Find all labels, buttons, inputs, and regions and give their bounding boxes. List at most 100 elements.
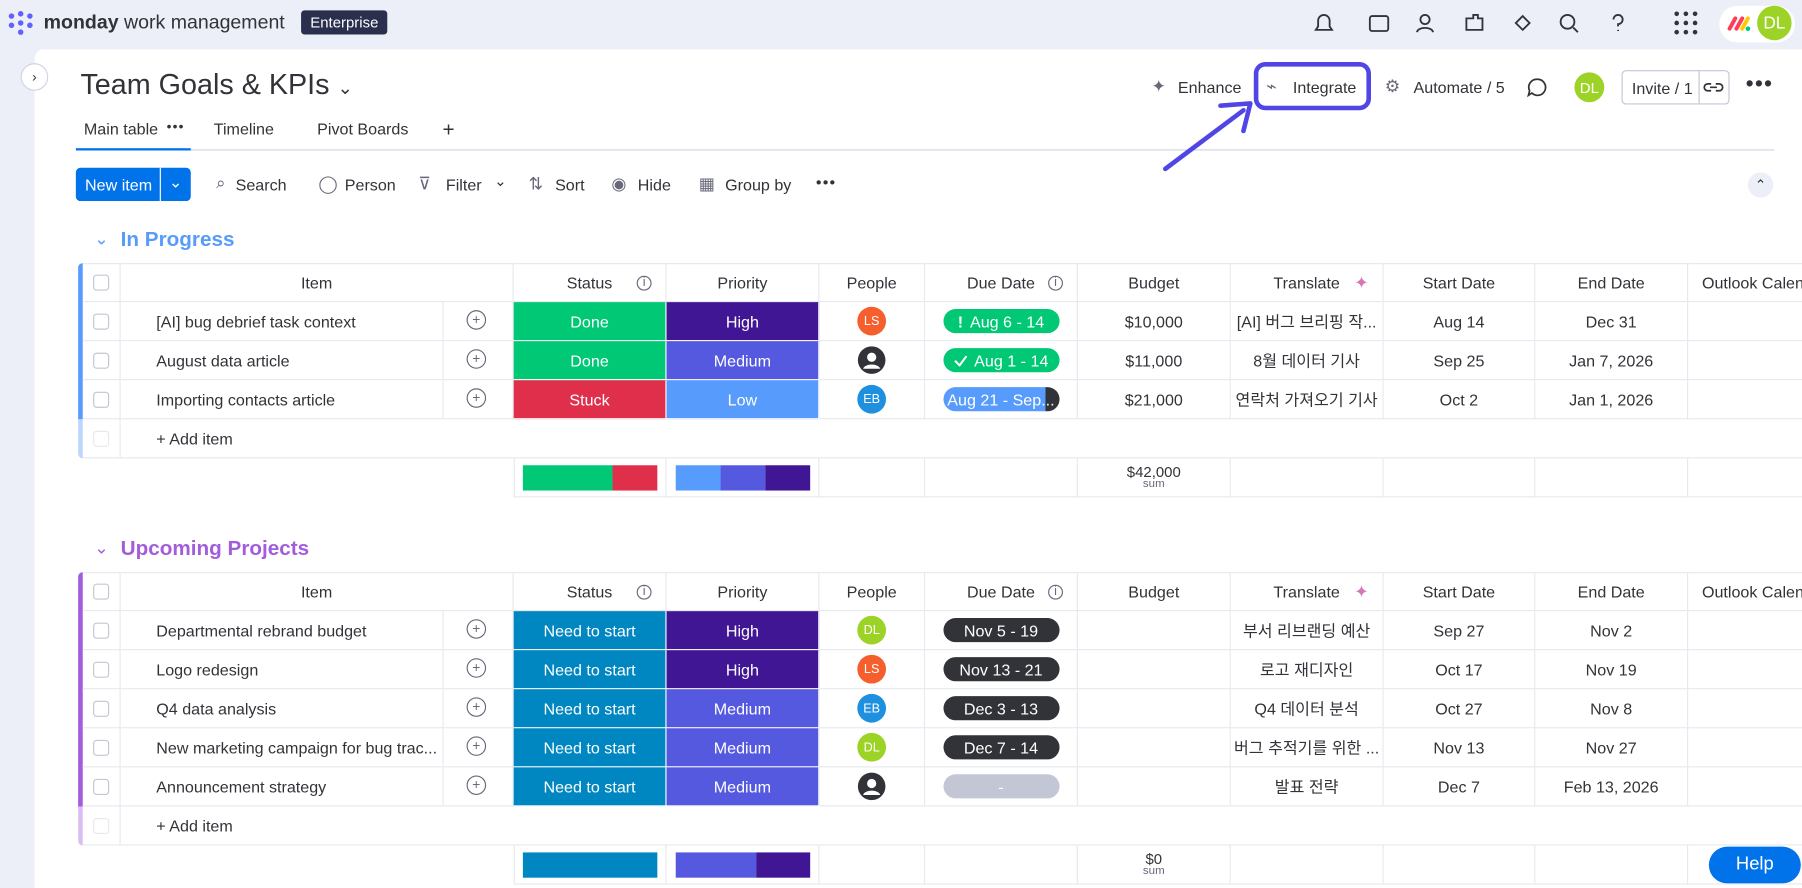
updates-icon[interactable]: + <box>466 619 487 639</box>
due-pill[interactable]: Dec 3 - 13 <box>942 696 1059 721</box>
item-name[interactable]: [AI] bug debrief task context <box>156 311 356 331</box>
tool-button[interactable]: Group by <box>725 175 792 195</box>
item-name[interactable]: Importing contacts article <box>156 390 336 409</box>
due-pill[interactable]: - <box>942 774 1059 799</box>
checkbox[interactable] <box>93 622 110 639</box>
updates-icon[interactable]: + <box>466 388 487 408</box>
item-name[interactable]: Logo redesign <box>156 659 259 679</box>
person-avatar[interactable]: LS <box>857 654 887 684</box>
more-menu[interactable]: ••• <box>1745 71 1774 97</box>
new-item-dropdown[interactable]: ⌄ <box>168 172 183 191</box>
priority-label[interactable]: Low <box>727 390 758 409</box>
invite-button[interactable]: Invite / 1 <box>1631 79 1693 98</box>
due-pill[interactable]: Aug 21 - Sep... <box>942 387 1059 412</box>
item-name[interactable]: Departmental rebrand budget <box>156 620 367 640</box>
due-cell: Aug 21 - Sep... <box>925 380 1078 420</box>
board-title[interactable]: Team Goals & KPIs ⌄ <box>80 68 353 102</box>
group-title[interactable]: Upcoming Projects <box>120 536 310 560</box>
collapse-toolbar[interactable]: ⌃ <box>1747 172 1774 198</box>
group-collapse[interactable]: ⌄ <box>94 538 109 559</box>
link-icon[interactable] <box>1703 78 1724 96</box>
checkbox[interactable] <box>93 391 110 408</box>
updates-icon[interactable]: + <box>466 775 487 795</box>
checkbox[interactable] <box>93 313 110 330</box>
status-distribution <box>522 464 657 490</box>
updates-icon[interactable]: + <box>466 349 487 369</box>
item-name[interactable]: August data article <box>156 350 290 370</box>
checkbox[interactable] <box>93 778 110 795</box>
tool-button[interactable]: Person <box>344 175 396 195</box>
due-pill[interactable]: Aug 1 - 14 <box>942 348 1059 373</box>
due-pill[interactable]: Nov 5 - 19 <box>942 618 1059 643</box>
person-avatar[interactable]: DL <box>857 732 887 762</box>
updates-icon[interactable]: + <box>466 697 487 717</box>
add-item-row[interactable]: + Add item <box>120 806 1802 846</box>
due-pill[interactable]: Nov 13 - 21 <box>942 657 1059 682</box>
status-label[interactable]: Need to start <box>543 659 636 679</box>
checkbox[interactable] <box>93 352 110 369</box>
priority-label[interactable]: Medium <box>713 699 771 718</box>
sidebar-toggle[interactable]: › <box>20 63 49 91</box>
checkbox[interactable] <box>93 661 110 678</box>
checkbox[interactable] <box>93 700 110 717</box>
group-collapse[interactable]: ⌄ <box>94 229 109 250</box>
view-tab[interactable]: Pivot Boards <box>317 119 409 138</box>
status-label[interactable]: Stuck <box>569 390 610 409</box>
person-avatar[interactable]: DL <box>857 615 887 645</box>
person-placeholder[interactable] <box>857 772 886 801</box>
priority-label[interactable]: High <box>725 311 759 331</box>
due-pill[interactable]: Dec 7 - 14 <box>942 735 1059 760</box>
action-button[interactable]: Enhance <box>1177 78 1242 97</box>
priority-label[interactable]: Medium <box>713 777 771 796</box>
status-label[interactable]: Need to start <box>543 777 636 796</box>
status-label[interactable]: Done <box>570 311 609 331</box>
updates-icon[interactable]: + <box>466 658 487 678</box>
person-placeholder[interactable] <box>857 346 886 375</box>
view-menu[interactable]: ••• <box>166 118 185 135</box>
translate-cell: 버그 추적기를 위한 ... <box>1230 728 1384 768</box>
item-name[interactable]: Announcement strategy <box>156 777 327 796</box>
view-tab[interactable]: Timeline <box>213 119 274 138</box>
checkbox[interactable] <box>93 274 110 291</box>
tool-button[interactable]: Search <box>235 175 287 195</box>
tool-button[interactable]: Hide <box>637 175 671 195</box>
priority-label[interactable]: Medium <box>713 350 771 370</box>
tool-button[interactable]: Sort <box>555 175 585 195</box>
priority-label[interactable]: High <box>725 620 759 640</box>
person-avatar[interactable]: LS <box>857 306 887 336</box>
person-avatar[interactable]: EB <box>857 384 887 414</box>
status-label[interactable]: Done <box>570 350 609 370</box>
group-title[interactable]: In Progress <box>120 227 235 251</box>
item-name[interactable]: Q4 data analysis <box>156 699 277 718</box>
item-name[interactable]: New marketing campaign for bug trac... <box>156 738 438 757</box>
updates-icon[interactable]: + <box>466 736 487 756</box>
new-item-label[interactable]: New item <box>85 175 153 195</box>
column-header-text: Outlook Calendar <box>1701 582 1802 601</box>
new-item-button[interactable] <box>75 167 191 202</box>
board-avatar[interactable]: DL <box>1574 72 1605 103</box>
priority-label[interactable]: High <box>725 659 759 679</box>
comments-icon[interactable] <box>1526 76 1549 99</box>
priority-label[interactable]: Medium <box>713 738 771 757</box>
apps-icon[interactable] <box>1673 10 1698 35</box>
due-pill[interactable]: ! Aug 6 - 14 <box>942 309 1059 334</box>
checkbox[interactable] <box>93 583 110 600</box>
checkbox[interactable] <box>93 739 110 756</box>
item-divider <box>442 689 444 728</box>
updates-icon[interactable]: + <box>466 310 487 330</box>
user-avatar[interactable]: DL <box>1757 5 1792 41</box>
status-label[interactable]: Need to start <box>543 699 636 718</box>
status-label[interactable]: Need to start <box>543 738 636 757</box>
view-tab[interactable]: Main table <box>83 119 159 138</box>
tool-button[interactable]: Filter <box>445 175 482 195</box>
top-icons[interactable] <box>1310 9 1655 39</box>
add-item-row[interactable]: + Add item <box>120 419 1802 459</box>
status-label[interactable]: Need to start <box>543 620 636 640</box>
toolbar-more[interactable]: ••• <box>815 172 837 191</box>
help-button[interactable]: Help <box>1708 846 1801 884</box>
action-button[interactable]: Automate / 5 <box>1413 78 1505 97</box>
filter-dropdown[interactable]: ⌄ <box>494 172 507 190</box>
add-view[interactable]: + <box>442 118 455 142</box>
person-avatar[interactable]: EB <box>857 693 887 723</box>
action-button[interactable]: Integrate <box>1292 78 1357 97</box>
